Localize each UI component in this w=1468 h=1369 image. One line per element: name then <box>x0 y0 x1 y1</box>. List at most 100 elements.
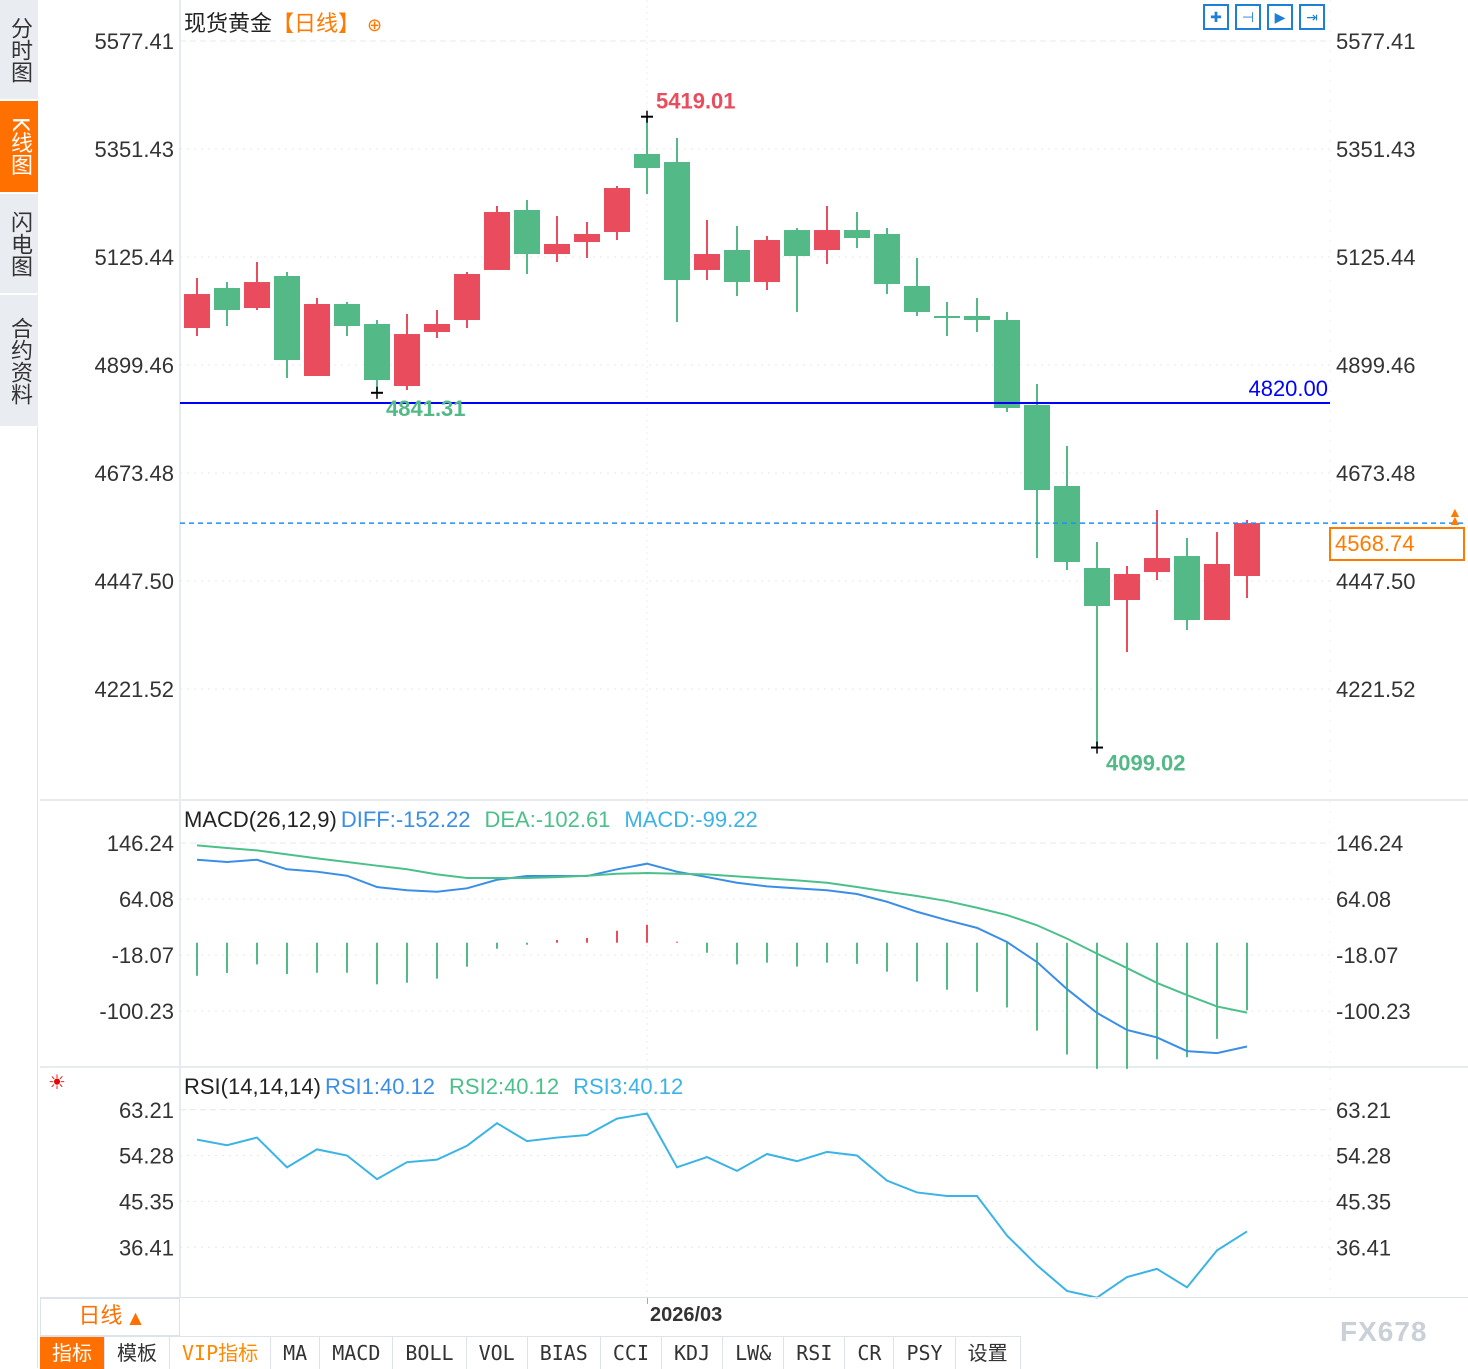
macd-panel[interactable]: 146.24 146.24 64.08 64.08 -18.07 -18.07 -100.2… <box>40 801 1468 1069</box>
sidebar-tab-flash[interactable]: 闪电图 <box>0 194 38 294</box>
y-tick-left: 4447.50 <box>94 569 174 594</box>
candle-body <box>874 233 900 284</box>
diff-line <box>196 858 1248 1055</box>
indicator-tab[interactable]: LW& <box>723 1337 785 1369</box>
indicator-tab[interactable]: MA <box>271 1337 321 1369</box>
indicator-tab[interactable]: 模板 <box>105 1337 170 1369</box>
rsi-panel[interactable]: 63.21 63.21 54.28 54.28 45.35 45.35 36.41 36.41… <box>40 1068 1468 1299</box>
macd-value: MACD:-99.22 <box>624 807 758 832</box>
indicator-tab[interactable]: 指标 <box>40 1337 105 1369</box>
y-tick-right: 146.24 <box>1336 831 1403 856</box>
candle-body <box>994 320 1020 409</box>
y-tick-right: 45.35 <box>1336 1189 1391 1214</box>
y-tick-left: 5125.44 <box>94 245 174 270</box>
chart-title: 现货黄金【日线】 ⊕ <box>184 6 382 38</box>
candle-body <box>844 230 870 239</box>
candle-body <box>814 230 840 251</box>
y-tick-right: 4221.52 <box>1336 677 1416 702</box>
candle-body <box>394 334 420 387</box>
sidebar-tab-kline[interactable]: K线图 <box>0 101 38 193</box>
y-tick-left: 4221.52 <box>94 677 174 702</box>
candle-body <box>214 287 240 310</box>
indicator-settings-icon[interactable]: ☀ <box>48 1072 66 1094</box>
low-label: 4099.02 <box>1106 751 1186 776</box>
candle-body <box>664 162 690 281</box>
indicator-tab[interactable]: RSI <box>784 1337 846 1369</box>
indicator-tab[interactable]: CR <box>845 1337 895 1369</box>
y-tick-right: 4673.48 <box>1336 461 1416 486</box>
indicator-tab[interactable]: 设置 <box>956 1337 1021 1369</box>
candle-body <box>634 153 660 168</box>
candle-body <box>1174 556 1200 621</box>
candle-body <box>454 273 480 321</box>
candle-body <box>544 243 570 255</box>
rsi2-value: RSI2:40.12 <box>449 1074 560 1099</box>
zoom-in-icon[interactable]: ▶ <box>1267 4 1293 30</box>
candle-body <box>604 188 630 232</box>
indicator-tabs: 指标 模板 VIP指标 MA MACD BOLL VOL BIAS CCI KDJ LW& RSI CR… <box>40 1336 1021 1369</box>
y-tick-left: 63.21 <box>119 1098 174 1123</box>
y-tick-right: 64.08 <box>1336 887 1391 912</box>
rsi-line <box>196 1112 1248 1299</box>
price-alert-icon[interactable]: ▲ ▲ <box>1448 504 1462 528</box>
y-tick-left: 36.41 <box>119 1235 174 1260</box>
indicator-tab[interactable]: CCI <box>601 1337 662 1369</box>
candle-body <box>364 323 390 380</box>
candle-body <box>964 316 990 321</box>
indicator-tab[interactable]: VIP指标 <box>170 1337 272 1369</box>
candle-body <box>784 230 810 257</box>
candle-body <box>724 250 750 283</box>
indicator-tab[interactable]: KDJ <box>662 1337 724 1369</box>
candle-body <box>514 210 540 255</box>
macd-legend: MACD(26,12,9) DIFF:-152.22 DEA:-102.61 MACD… <box>184 807 772 833</box>
y-tick-right: -18.07 <box>1336 943 1398 968</box>
y-tick-left: 146.24 <box>107 831 174 856</box>
y-tick-left: -100.23 <box>99 999 174 1024</box>
candle-body <box>184 294 210 329</box>
candle-body <box>694 254 720 270</box>
date-label: 2026/03 <box>650 1304 723 1326</box>
y-tick-right: 5125.44 <box>1336 245 1416 270</box>
indicator-tab[interactable]: BOLL <box>393 1337 467 1369</box>
y-tick-left: 5351.43 <box>94 137 174 162</box>
y-tick-right: 5351.43 <box>1336 137 1416 162</box>
indicator-tab[interactable]: BIAS <box>528 1337 601 1369</box>
dea-value: DEA:-102.61 <box>484 807 611 832</box>
scroll-end-icon[interactable]: ⇥ <box>1299 4 1325 30</box>
zoom-out-icon[interactable]: ⊣ <box>1235 4 1261 30</box>
candle-body <box>754 240 780 283</box>
y-tick-right: 36.41 <box>1336 1235 1391 1260</box>
candle-body <box>934 316 960 319</box>
sidebar-tab-contract-info[interactable]: 合约资料 <box>0 295 38 427</box>
watermark: FX678 <box>1340 1316 1428 1347</box>
sidebar-tab-timeshare[interactable]: 分时图 <box>0 0 38 100</box>
candle-body <box>1084 568 1110 607</box>
rsi-chart: 63.21 63.21 54.28 54.28 45.35 45.35 36.41 36.41 <box>119 1068 1391 1299</box>
candle-body <box>424 323 450 333</box>
y-tick-right: 54.28 <box>1336 1144 1391 1169</box>
candle-body <box>1204 564 1230 621</box>
macd-chart: 146.24 146.24 64.08 64.08 -18.07 -18.07 -100.2… <box>99 801 1411 1069</box>
rsi3-value: RSI3:40.12 <box>573 1074 684 1099</box>
indicator-tab[interactable]: PSY <box>894 1337 956 1369</box>
indicator-tab[interactable]: VOL <box>467 1337 528 1369</box>
period-selector[interactable]: 日线 ▲ <box>40 1298 180 1336</box>
candlestick-chart[interactable]: 5577.41 5577.41 5351.43 5351.43 5125.44 5125.… <box>40 0 1468 800</box>
y-tick-right: 5577.41 <box>1336 29 1416 54</box>
y-tick-left: 54.28 <box>119 1144 174 1169</box>
candle-body <box>1114 573 1140 600</box>
period-label: 【日线】 <box>272 12 361 37</box>
period-selector-label: 日线 <box>78 1304 123 1329</box>
candle-body <box>904 285 930 312</box>
candle-body <box>1024 404 1050 491</box>
macd-title: MACD(26,12,9) <box>184 807 337 832</box>
rsi-legend: RSI(14,14,14) RSI1:40.12 RSI2:40.12 RSI3:40… <box>184 1074 697 1100</box>
candle-body <box>274 276 300 361</box>
low-label: 4841.31 <box>386 396 466 421</box>
instrument-name: 现货黄金 <box>184 12 273 37</box>
candle-body <box>574 233 600 243</box>
crosshair-icon[interactable]: ✚ <box>1203 4 1229 30</box>
price-panel[interactable]: 5577.41 5577.41 5351.43 5351.43 5125.44 5125.… <box>40 0 1468 801</box>
indicator-tab[interactable]: MACD <box>320 1337 394 1369</box>
add-instrument-icon[interactable]: ⊕ <box>367 15 383 36</box>
